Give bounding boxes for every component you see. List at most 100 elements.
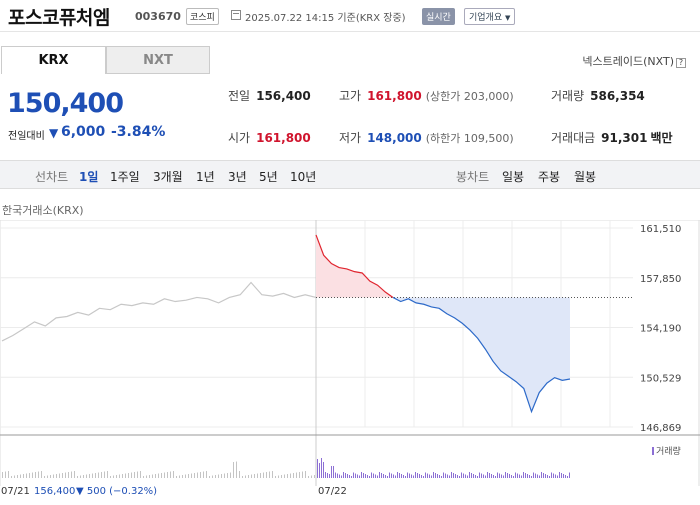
today-volume-bar xyxy=(425,472,426,478)
prev-volume-bar xyxy=(257,473,258,478)
prev-volume-bar xyxy=(41,471,42,478)
today-volume-bar xyxy=(347,474,348,478)
corp-info-label: 기업개요 xyxy=(469,13,503,23)
today-volume-bar xyxy=(327,473,328,478)
volume-bars xyxy=(2,458,570,478)
today-volume-bar xyxy=(383,474,384,478)
today-volume-bar xyxy=(427,473,428,478)
prev-volume-bar xyxy=(5,471,6,478)
today-volume-bar xyxy=(423,476,424,478)
prev-volume-bar xyxy=(245,475,246,478)
help-icon[interactable]: ? xyxy=(676,58,686,68)
period-10y[interactable]: 10년 xyxy=(290,170,317,184)
today-volume-bar xyxy=(415,472,416,478)
today-volume-bar xyxy=(321,458,322,478)
today-volume-bar xyxy=(567,476,568,478)
prev-volume-bar xyxy=(116,475,117,478)
stat-open: 시가 161,800 xyxy=(228,129,311,146)
prev-volume-bar xyxy=(68,472,69,478)
today-volume-bar xyxy=(507,473,508,478)
y-tick-label: 161,510 xyxy=(640,224,681,235)
prev-volume-bar xyxy=(287,474,288,478)
stat-low: 저가 148,000 (하한가 109,500) xyxy=(339,129,514,146)
prev-volume-bar xyxy=(275,476,276,478)
prev-volume-bar xyxy=(92,473,93,478)
today-volume-bar xyxy=(361,472,362,478)
today-volume-bar xyxy=(385,475,386,478)
today-volume-bar xyxy=(463,473,464,478)
prev-volume-bar xyxy=(2,472,3,478)
prev-volume-bar xyxy=(251,474,252,478)
prev-volume-bar xyxy=(77,476,78,478)
prev-volume-bar xyxy=(314,475,315,478)
today-volume-bar xyxy=(455,474,456,478)
prev-volume-bar xyxy=(152,474,153,478)
candle-weekly[interactable]: 주봉 xyxy=(538,170,561,184)
candle-daily[interactable]: 일봉 xyxy=(502,170,525,184)
prev-volume-bar xyxy=(167,472,168,478)
current-price: 150,400 xyxy=(7,88,124,119)
prev-volume-bar xyxy=(17,475,18,478)
y-axis-ticks: 161,510 157,850 154,190 150,529 146,869 xyxy=(640,224,681,434)
stat-prev: 전일 156,400 xyxy=(228,87,311,104)
stat-amount-label: 거래대금 xyxy=(551,131,596,145)
line-chart-label: 선차트 xyxy=(35,170,69,184)
today-volume-bar xyxy=(317,459,318,478)
today-volume-bar xyxy=(353,472,354,478)
today-volume-bar xyxy=(481,473,482,478)
today-volume-bar xyxy=(339,474,340,478)
corp-info-button[interactable]: 기업개요 ▼ xyxy=(464,8,516,25)
period-5y[interactable]: 5년 xyxy=(259,170,278,184)
prev-volume-bar xyxy=(173,471,174,478)
today-volume-bar xyxy=(517,473,518,478)
period-3y[interactable]: 3년 xyxy=(228,170,247,184)
stat-low-value: 148,000 xyxy=(367,131,422,145)
prev-volume-bar xyxy=(161,473,162,478)
prev-volume-bar xyxy=(206,471,207,478)
today-volume-bar xyxy=(409,473,410,478)
today-volume-bar xyxy=(461,472,462,478)
stat-prev-label: 전일 xyxy=(228,89,251,103)
prev-volume-bar xyxy=(218,474,219,478)
today-volume-bar xyxy=(527,474,528,478)
tab-nxt[interactable]: NXT xyxy=(106,46,210,74)
y-tick-label: 150,529 xyxy=(640,373,681,384)
stock-header: 포스코퓨처엠 003670 코스피 2025.07.22 14:15 기준(KR… xyxy=(0,0,700,32)
today-volume-bar xyxy=(451,472,452,478)
today-volume-bar xyxy=(457,475,458,478)
today-volume-bar xyxy=(537,474,538,478)
today-up-line xyxy=(315,234,394,298)
candle-monthly[interactable]: 월봉 xyxy=(574,170,597,184)
today-volume-bar xyxy=(475,475,476,478)
today-volume-bar xyxy=(497,472,498,478)
tab-krx[interactable]: KRX xyxy=(1,46,106,74)
prev-volume-bar xyxy=(89,474,90,478)
today-volume-bar xyxy=(471,473,472,478)
prev-volume-bar xyxy=(140,471,141,478)
prev-volume-bar xyxy=(212,475,213,478)
prev-volume-bar xyxy=(224,473,225,478)
stat-low-label: 저가 xyxy=(339,131,362,145)
down-area-fill xyxy=(392,297,570,412)
period-1d[interactable]: 1일 xyxy=(79,170,99,184)
today-volume-bar xyxy=(429,474,430,478)
today-volume-bar xyxy=(509,474,510,478)
nextrade-link[interactable]: 넥스트레이드(NXT)? xyxy=(582,53,686,69)
today-volume-bar xyxy=(407,472,408,478)
prev-volume-bar xyxy=(26,473,27,478)
prev-volume-bar xyxy=(95,473,96,478)
prev-volume-bar xyxy=(113,475,114,478)
today-volume-bar xyxy=(377,475,378,478)
prev-volume-bar xyxy=(248,475,249,478)
realtime-button[interactable]: 실시간 xyxy=(422,8,455,25)
today-volume-bar xyxy=(547,475,548,478)
period-3m[interactable]: 3개월 xyxy=(153,170,183,184)
prev-volume-bar xyxy=(236,461,237,478)
today-volume-bar xyxy=(489,473,490,478)
today-volume-bar xyxy=(329,474,330,478)
today-volume-bar xyxy=(503,475,504,478)
volume-legend-label: 거래량 xyxy=(656,447,681,457)
period-1w[interactable]: 1주일 xyxy=(110,170,140,184)
today-volume-bar xyxy=(363,473,364,478)
period-1y[interactable]: 1년 xyxy=(196,170,215,184)
